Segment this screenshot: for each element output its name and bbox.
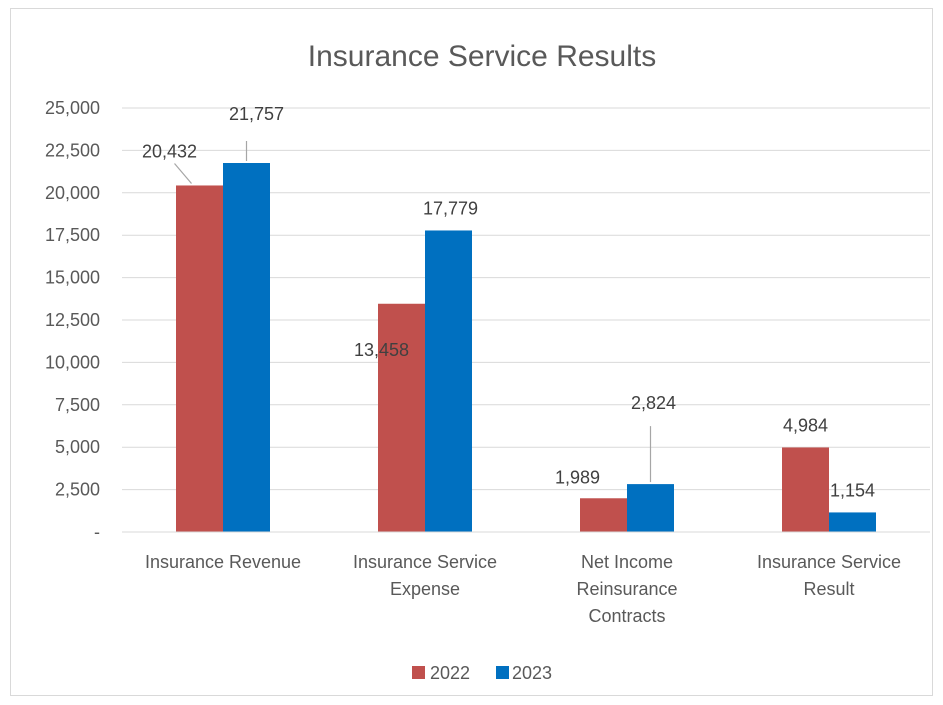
y-tick-label: 15,000 bbox=[45, 268, 100, 288]
data-label-2022-2: 1,989 bbox=[555, 467, 600, 487]
bar-2022-3 bbox=[782, 447, 829, 532]
category-label: Insurance Revenue bbox=[145, 552, 301, 572]
y-tick-label: 20,000 bbox=[45, 183, 100, 203]
data-label-2023-0: 21,757 bbox=[229, 104, 284, 124]
data-label-2022-3: 4,984 bbox=[783, 415, 828, 435]
bar-2022-1 bbox=[378, 303, 425, 532]
bar-2023-0 bbox=[223, 163, 270, 532]
y-tick-label: 25,000 bbox=[45, 98, 100, 118]
y-tick-label: 12,500 bbox=[45, 310, 100, 330]
data-label-2022-1: 13,458 bbox=[354, 340, 409, 360]
leader-lines bbox=[174, 141, 652, 483]
data-label-2022-0: 20,432 bbox=[142, 141, 197, 161]
bar-2023-2 bbox=[627, 484, 674, 532]
category-label: Net Income bbox=[581, 552, 673, 572]
bar-2023-1 bbox=[425, 230, 472, 533]
legend-label-2023: 2023 bbox=[512, 663, 552, 683]
data-labels: 20,432 13,458 1,989 4,984 21,757 17,779 2,824 1… bbox=[142, 104, 875, 500]
category-label: Contracts bbox=[588, 606, 665, 626]
y-tick-label: 5,000 bbox=[55, 437, 100, 457]
y-tick-label: 10,000 bbox=[45, 352, 100, 372]
bars bbox=[176, 163, 876, 533]
legend-label-2022: 2022 bbox=[430, 663, 470, 683]
data-label-2023-2: 2,824 bbox=[631, 393, 676, 413]
category-label: Insurance Service bbox=[353, 552, 497, 572]
y-tick-label: 7,500 bbox=[55, 395, 100, 415]
category-label: Insurance Service bbox=[757, 552, 901, 572]
bar-2022-2 bbox=[580, 498, 627, 532]
data-label-2023-1: 17,779 bbox=[423, 198, 478, 218]
y-tick-label: 2,500 bbox=[55, 480, 100, 500]
x-axis: Insurance Revenue Insurance Service Expens… bbox=[122, 531, 930, 626]
legend: 2022 2023 bbox=[412, 663, 552, 683]
y-tick-label: 22,500 bbox=[45, 140, 100, 160]
chart-title: Insurance Service Results bbox=[308, 40, 657, 73]
category-label: Reinsurance bbox=[576, 579, 677, 599]
legend-swatch-2022 bbox=[412, 666, 425, 679]
legend-swatch-2023 bbox=[496, 666, 509, 679]
y-tick-label: 17,500 bbox=[45, 225, 100, 245]
bar-2023-3 bbox=[829, 512, 876, 532]
leader-line bbox=[174, 163, 192, 184]
bar-2022-0 bbox=[176, 185, 223, 533]
data-label-2023-3: 1,154 bbox=[830, 480, 875, 500]
y-tick-label: - bbox=[94, 522, 100, 542]
y-axis: - 2,500 5,000 7,500 10,000 12,500 15,000 17,500… bbox=[45, 98, 100, 542]
category-label: Expense bbox=[390, 579, 460, 599]
category-label: Result bbox=[803, 579, 854, 599]
